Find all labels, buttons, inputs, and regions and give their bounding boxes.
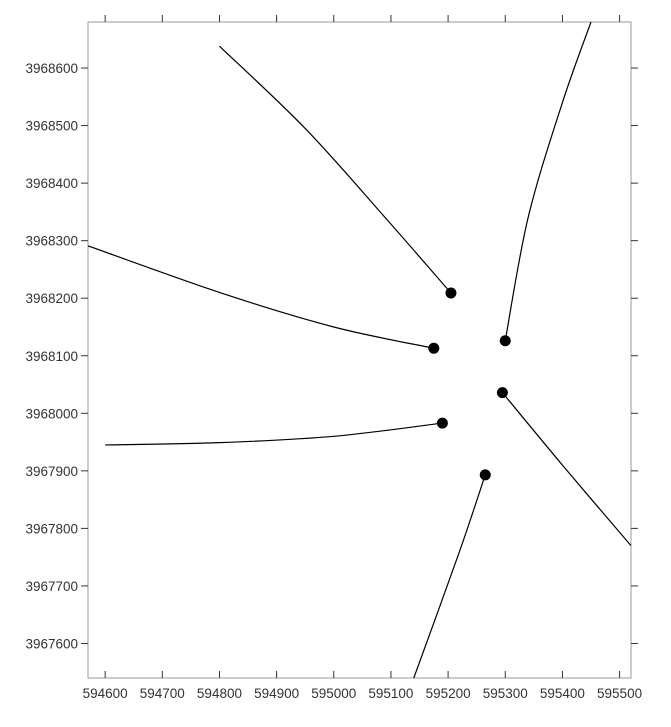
data-point-2: [499, 335, 511, 347]
x-tick-label: 595200: [426, 686, 471, 701]
y-tick-label: 3968400: [25, 176, 78, 191]
x-tick-label: 595500: [597, 686, 642, 701]
data-point-3: [428, 342, 440, 354]
series-line-2: [504, 22, 592, 341]
y-tick-label: 3968600: [25, 61, 78, 76]
y-tick-label: 3968500: [25, 119, 78, 134]
plot-frame: [87, 21, 632, 679]
y-tick-label: 3967900: [25, 464, 78, 479]
x-tick-label: 595000: [311, 686, 356, 701]
series-line-4: [105, 422, 443, 446]
y-tick-label: 3968000: [25, 406, 78, 421]
y-tick-label: 3967700: [25, 579, 78, 594]
x-tick-label: 595100: [368, 686, 413, 701]
lines-layer: [88, 22, 631, 678]
y-tick-label: 3968300: [25, 234, 78, 249]
x-tick-label: 594800: [197, 686, 242, 701]
data-point-1: [445, 287, 457, 299]
series-line-6: [413, 474, 486, 678]
x-tick-label: 595400: [540, 686, 585, 701]
y-tick-label: 3968100: [25, 349, 78, 364]
data-point-5: [436, 417, 448, 429]
ticks-layer: [81, 15, 638, 678]
y-tick-label: 3968200: [25, 291, 78, 306]
y-tick-label: 3967600: [25, 636, 78, 651]
x-tick-label: 594700: [140, 686, 185, 701]
series-line-3: [88, 245, 434, 349]
x-tick-label: 595300: [483, 686, 528, 701]
series-line-1: [219, 45, 452, 294]
markers-layer: [428, 287, 511, 481]
data-point-6: [479, 469, 491, 481]
series-line-5: [501, 392, 631, 547]
data-point-4: [496, 387, 508, 399]
x-tick-label: 594900: [254, 686, 299, 701]
labels-layer: 594600 594700 594800 594900 595000 595100 5952…: [25, 61, 642, 701]
y-tick-label: 3967800: [25, 521, 78, 536]
x-tick-label: 594600: [83, 686, 128, 701]
